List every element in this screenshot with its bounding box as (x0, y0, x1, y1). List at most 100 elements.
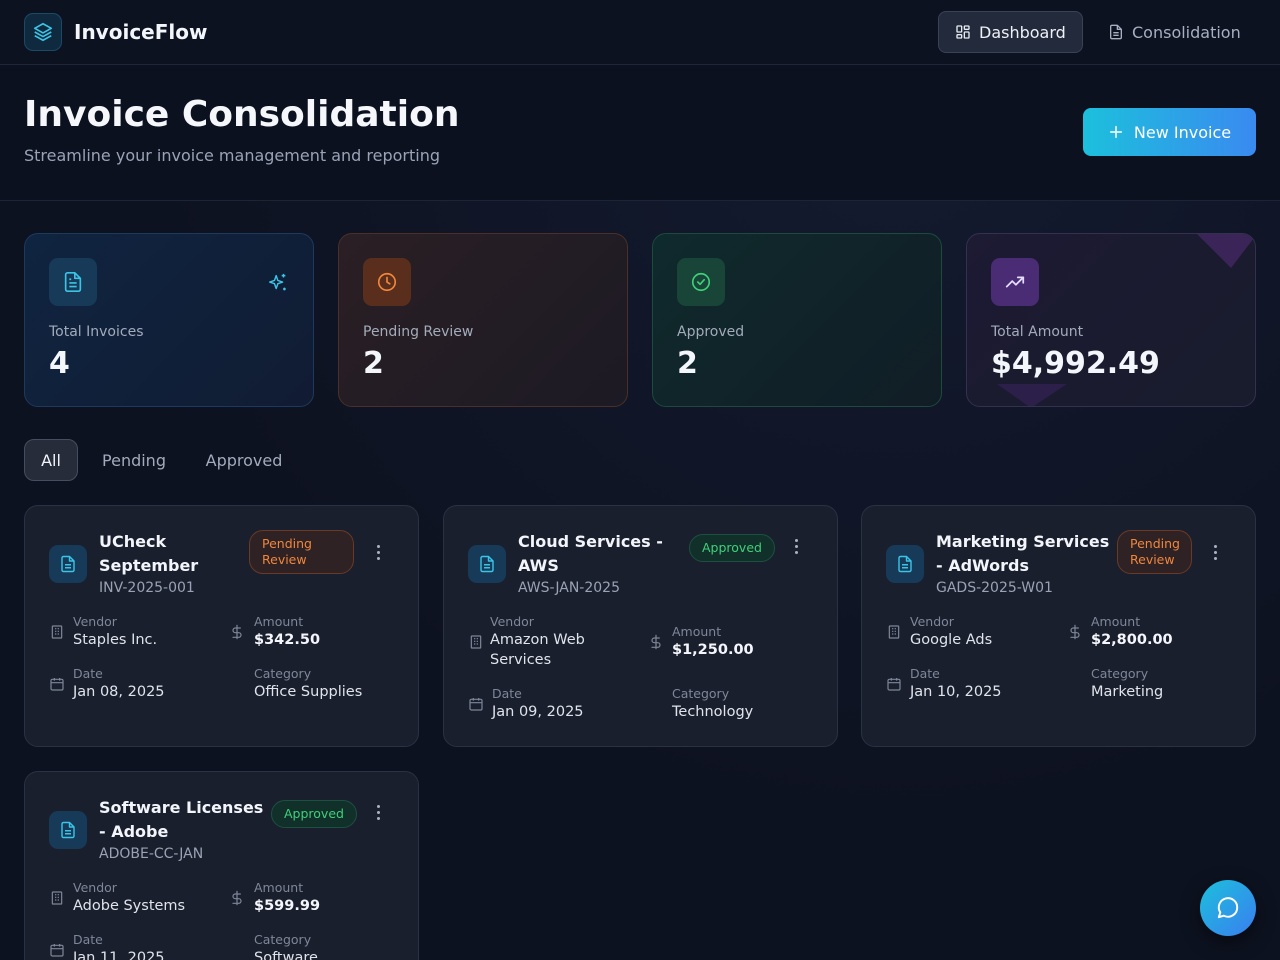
app-logo[interactable] (24, 13, 62, 51)
dollar-icon (1070, 624, 1080, 640)
new-invoice-label: New Invoice (1133, 122, 1232, 142)
clock-icon (363, 258, 411, 306)
decorative-shape (997, 384, 1067, 406)
stat-card-total-amount: Total Amount $4,992.49 (966, 233, 1256, 407)
stat-value: 4 (49, 346, 70, 381)
document-icon (49, 258, 97, 306)
stat-label: Approved (677, 324, 745, 340)
amount-label: Amount (1091, 614, 1141, 629)
page-header (0, 65, 1280, 201)
category-value: Software (254, 950, 318, 960)
stat-card-approved: Approved 2 (652, 233, 942, 407)
date-value: Jan 08, 2025 (73, 684, 165, 700)
amount-value: $2,800.00 (1091, 632, 1173, 648)
stat-label: Pending Review (363, 324, 474, 340)
date-value: Jan 09, 2025 (492, 704, 584, 720)
calendar-icon (887, 678, 901, 691)
trending-up-icon (991, 258, 1039, 306)
more-options-icon[interactable] (370, 802, 386, 822)
date-label: Date (73, 666, 103, 681)
stat-value: $4,992.49 (991, 346, 1160, 381)
invoice-title: UCheck September (99, 532, 199, 575)
vendor-label: Vendor (73, 614, 117, 629)
message-circle-icon (1217, 897, 1239, 919)
brand-name: InvoiceFlow (74, 20, 208, 44)
stat-card-total-invoices: Total Invoices 4 (24, 233, 314, 407)
nav-dashboard-button[interactable]: Dashboard (938, 11, 1083, 53)
date-label: Date (492, 686, 522, 701)
file-text-icon (1110, 24, 1122, 40)
dollar-icon (232, 624, 242, 640)
stat-value: 2 (363, 346, 384, 381)
check-circle-icon (677, 258, 725, 306)
building-icon (888, 625, 900, 639)
invoice-title: Cloud Services - AWS (518, 532, 663, 575)
nav-dashboard-label: Dashboard (979, 22, 1066, 42)
invoice-title: Software Licenses - Adobe (99, 798, 264, 841)
vendor-value: Amazon Web Services (490, 632, 585, 668)
dollar-icon (651, 634, 661, 650)
plus-icon (1109, 125, 1122, 139)
vendor-label: Vendor (73, 880, 117, 895)
invoice-id: ADOBE-CC-JAN (99, 846, 204, 862)
sparkles-icon (267, 272, 289, 298)
status-badge: Pending Review (1117, 530, 1192, 574)
grid-icon (956, 25, 970, 39)
more-options-icon[interactable] (1207, 542, 1223, 562)
vendor-value: Google Ads (910, 632, 993, 648)
stat-label: Total Amount (991, 324, 1084, 340)
amount-value: $599.99 (254, 898, 321, 914)
category-label: Category (1091, 666, 1149, 681)
amount-value: $1,250.00 (672, 642, 754, 658)
filter-tab-pending[interactable]: Pending (102, 450, 166, 470)
status-badge: Approved (271, 800, 357, 828)
stat-card-pending-review: Pending Review 2 (338, 233, 628, 407)
category-label: Category (254, 932, 312, 947)
date-label: Date (73, 932, 103, 947)
page-subtitle: Streamline your invoice management and r… (24, 146, 440, 165)
calendar-icon (50, 944, 64, 957)
calendar-icon (469, 698, 483, 711)
date-label: Date (910, 666, 940, 681)
amount-label: Amount (672, 624, 722, 639)
filter-tab-all[interactable]: All (24, 439, 78, 481)
invoice-title: Marketing Services - AdWords (936, 532, 1110, 575)
category-label: Category (672, 686, 730, 701)
calendar-icon (50, 678, 64, 691)
building-icon (51, 891, 63, 905)
document-icon (468, 545, 506, 583)
invoice-card[interactable]: Cloud Services - AWS AWS-JAN-2025 Approv… (443, 505, 838, 747)
invoice-card[interactable]: UCheck September INV-2025-001 Pending Re… (24, 505, 419, 747)
building-icon (470, 635, 482, 649)
vendor-label: Vendor (910, 614, 954, 629)
nav-consolidation-label: Consolidation (1132, 22, 1241, 42)
more-options-icon[interactable] (788, 536, 804, 556)
invoice-id: INV-2025-001 (99, 580, 195, 596)
document-icon (49, 545, 87, 583)
filter-tab-approved[interactable]: Approved (205, 450, 283, 470)
building-icon (51, 625, 63, 639)
category-label: Category (254, 666, 312, 681)
invoice-id: GADS-2025-W01 (936, 580, 1053, 596)
vendor-value: Adobe Systems (73, 898, 186, 914)
new-invoice-button[interactable]: New Invoice (1083, 108, 1256, 156)
date-value: Jan 10, 2025 (910, 684, 1002, 700)
amount-value: $342.50 (254, 632, 321, 648)
invoice-card[interactable]: Marketing Services - AdWords GADS-2025-W… (861, 505, 1256, 747)
stat-label: Total Invoices (49, 324, 144, 340)
status-badge: Pending Review (249, 530, 354, 574)
decorative-shape (1197, 234, 1255, 268)
amount-label: Amount (254, 880, 304, 895)
nav-consolidation-button[interactable]: Consolidation (1092, 11, 1257, 53)
document-icon (886, 545, 924, 583)
status-badge: Approved (689, 534, 775, 562)
category-value: Marketing (1091, 684, 1164, 700)
vendor-value: Staples Inc. (73, 632, 158, 648)
invoice-id: AWS-JAN-2025 (518, 580, 620, 596)
more-options-icon[interactable] (370, 542, 386, 562)
category-value: Office Supplies (254, 684, 363, 700)
stat-value: 2 (677, 346, 698, 381)
chat-button[interactable] (1200, 880, 1256, 936)
document-icon (49, 811, 87, 849)
invoice-card[interactable]: Software Licenses - Adobe ADOBE-CC-JAN A… (24, 771, 419, 960)
